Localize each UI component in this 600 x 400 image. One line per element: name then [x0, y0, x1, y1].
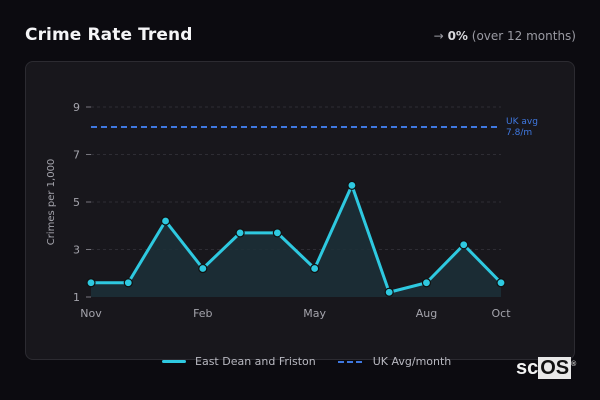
x-tick-label: Feb — [193, 307, 212, 320]
data-point — [459, 240, 469, 250]
data-point — [86, 278, 96, 288]
y-tick-label: 1 — [73, 291, 80, 304]
solid-line-swatch-icon — [162, 360, 186, 363]
data-point — [198, 263, 208, 274]
data-point — [384, 287, 394, 297]
dashed-line-swatch-icon — [337, 360, 364, 363]
x-tick-label: Nov — [80, 307, 102, 320]
data-point — [347, 180, 357, 190]
y-tick-label: 9 — [73, 101, 80, 114]
data-point — [421, 278, 432, 288]
data-point — [496, 278, 506, 288]
data-point — [310, 263, 320, 274]
chart-card — [25, 61, 575, 360]
y-tick-label: 7 — [73, 149, 80, 162]
data-point — [235, 228, 245, 238]
series-line — [91, 183, 503, 294]
logo-text: sc — [516, 357, 539, 379]
y-tick-label: 3 — [73, 244, 80, 257]
x-tick-label: Aug — [416, 307, 437, 320]
logo-text-box: OS — [538, 357, 572, 379]
series-area — [91, 185, 501, 297]
trend-value: 0% — [447, 29, 468, 43]
x-tick-label: May — [303, 307, 326, 320]
chart-legend: East Dean and Friston UK Avg/month — [162, 355, 473, 368]
data-point — [123, 278, 133, 288]
legend-label: UK Avg/month — [372, 355, 452, 368]
data-point — [272, 228, 282, 238]
uk-avg-annotation: 7.8/m — [506, 128, 532, 138]
registered-mark-icon: ® — [571, 361, 577, 368]
data-point — [160, 216, 171, 226]
x-tick-label: Oct — [491, 307, 511, 320]
trend-arrow-icon: → — [433, 29, 444, 43]
scos-logo: sc OS ® — [516, 357, 577, 379]
trend-period: (over 12 months) — [471, 29, 576, 43]
page-title: Crime Rate Trend — [25, 25, 193, 45]
uk-avg-annotation: UK avg — [506, 117, 538, 127]
y-axis-label: Crimes per 1,000 — [46, 159, 57, 246]
legend-item-series[interactable]: East Dean and Friston — [162, 355, 316, 368]
legend-item-benchmark[interactable]: UK Avg/month — [337, 355, 452, 368]
trend-summary: → 0% (over 12 months) — [434, 29, 576, 43]
y-tick-label: 5 — [73, 196, 80, 209]
legend-label: East Dean and Friston — [195, 355, 316, 368]
